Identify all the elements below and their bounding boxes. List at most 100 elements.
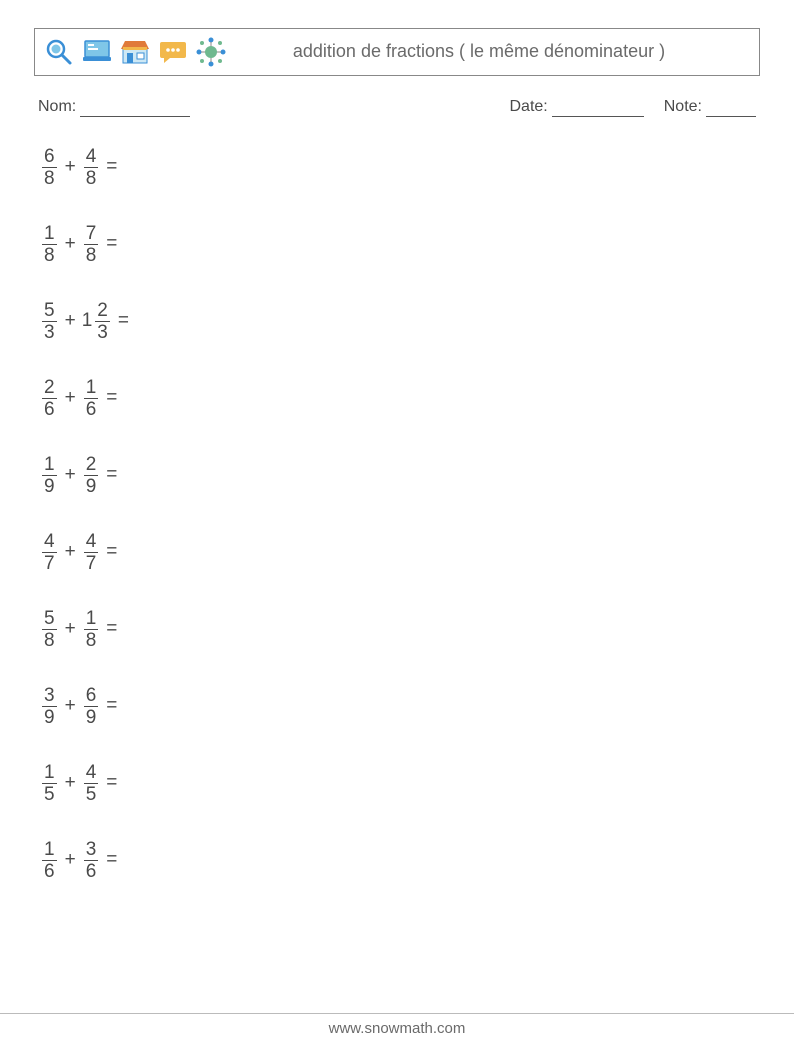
equals-sign: =: [118, 310, 129, 332]
problem-row: 39+69=: [40, 686, 760, 727]
equals-sign: =: [106, 387, 117, 409]
denominator: 5: [84, 783, 99, 804]
fraction: 16: [84, 378, 99, 419]
chat-icon: [157, 36, 189, 68]
fraction: 47: [84, 532, 99, 573]
name-blank: [80, 98, 190, 117]
footer: www.snowmath.com: [0, 1013, 794, 1037]
numerator: 1: [42, 763, 57, 783]
numerator: 1: [84, 609, 99, 629]
numerator: 1: [84, 378, 99, 398]
fraction: 26: [42, 378, 57, 419]
date-blank: [552, 98, 644, 117]
fraction: 29: [84, 455, 99, 496]
problem-row: 68+48=: [40, 147, 760, 188]
denominator: 9: [42, 706, 57, 727]
problem-row: 53+123=: [40, 301, 760, 342]
denominator: 7: [84, 552, 99, 573]
operator: +: [65, 310, 76, 332]
denominator: 8: [42, 167, 57, 188]
search-icon: [43, 36, 75, 68]
equals-sign: =: [106, 156, 117, 178]
operator: +: [65, 849, 76, 871]
operator: +: [65, 156, 76, 178]
whole-number: 1: [82, 310, 93, 332]
operator: +: [65, 695, 76, 717]
numerator: 4: [84, 147, 99, 167]
fraction: 68: [42, 147, 57, 188]
numerator: 3: [84, 840, 99, 860]
store-icon: [119, 36, 151, 68]
numerator: 7: [84, 224, 99, 244]
operator: +: [65, 618, 76, 640]
problems-list: 68+48=18+78=53+123=26+16=19+29=47+47=58+…: [34, 147, 760, 881]
fraction: 69: [84, 686, 99, 727]
problem-row: 19+29=: [40, 455, 760, 496]
numerator: 6: [84, 686, 99, 706]
meta-row: Nom: Date: Note:: [34, 98, 760, 117]
equals-sign: =: [106, 849, 117, 871]
worksheet-page: addition de fractions ( le même dénomina…: [0, 0, 794, 1053]
numerator: 4: [84, 532, 99, 552]
fraction: 48: [84, 147, 99, 188]
equals-sign: =: [106, 772, 117, 794]
fraction: 45: [84, 763, 99, 804]
fraction: 53: [42, 301, 57, 342]
fraction: 18: [42, 224, 57, 265]
note-blank: [706, 98, 756, 117]
equals-sign: =: [106, 464, 117, 486]
note-label: Note:: [664, 98, 702, 117]
numerator: 2: [42, 378, 57, 398]
fraction: 39: [42, 686, 57, 727]
operator: +: [65, 541, 76, 563]
operator: +: [65, 464, 76, 486]
fraction: 16: [42, 840, 57, 881]
numerator: 5: [42, 301, 57, 321]
denominator: 6: [84, 860, 99, 881]
problem-row: 18+78=: [40, 224, 760, 265]
denominator: 6: [42, 398, 57, 419]
problem-row: 58 +18 =: [40, 609, 760, 650]
denominator: 6: [84, 398, 99, 419]
numerator: 2: [95, 301, 110, 321]
fraction: 78: [84, 224, 99, 265]
problem-row: 16+36=: [40, 840, 760, 881]
numerator: 6: [42, 147, 57, 167]
denominator: 8: [84, 244, 99, 265]
equals-sign: =: [106, 618, 117, 640]
fraction: 36: [84, 840, 99, 881]
numerator: 1: [42, 455, 57, 475]
footer-url: www.snowmath.com: [329, 1020, 466, 1037]
denominator: 7: [42, 552, 57, 573]
numerator: 4: [84, 763, 99, 783]
problem-row: 47+47=: [40, 532, 760, 573]
denominator: 3: [42, 321, 57, 342]
network-icon: [195, 36, 227, 68]
numerator: 3: [42, 686, 57, 706]
denominator: 9: [84, 475, 99, 496]
operator: +: [65, 772, 76, 794]
equals-sign: =: [106, 541, 117, 563]
problem-row: 26+16=: [40, 378, 760, 419]
denominator: 5: [42, 783, 57, 804]
numerator: 5: [42, 609, 57, 629]
denominator: 9: [42, 475, 57, 496]
worksheet-title: addition de fractions ( le même dénomina…: [227, 41, 751, 63]
numerator: 2: [84, 455, 99, 475]
fraction: 18: [84, 609, 99, 650]
fraction: 19: [42, 455, 57, 496]
denominator: 8: [42, 629, 57, 650]
numerator: 1: [42, 224, 57, 244]
denominator: 8: [84, 167, 99, 188]
denominator: 6: [42, 860, 57, 881]
laptop-icon: [81, 36, 113, 68]
denominator: 3: [95, 321, 110, 342]
date-label: Date:: [510, 98, 548, 117]
operator: +: [65, 387, 76, 409]
numerator: 4: [42, 532, 57, 552]
fraction: 47: [42, 532, 57, 573]
fraction: 15: [42, 763, 57, 804]
equals-sign: =: [106, 695, 117, 717]
operator: +: [65, 233, 76, 255]
denominator: 8: [42, 244, 57, 265]
